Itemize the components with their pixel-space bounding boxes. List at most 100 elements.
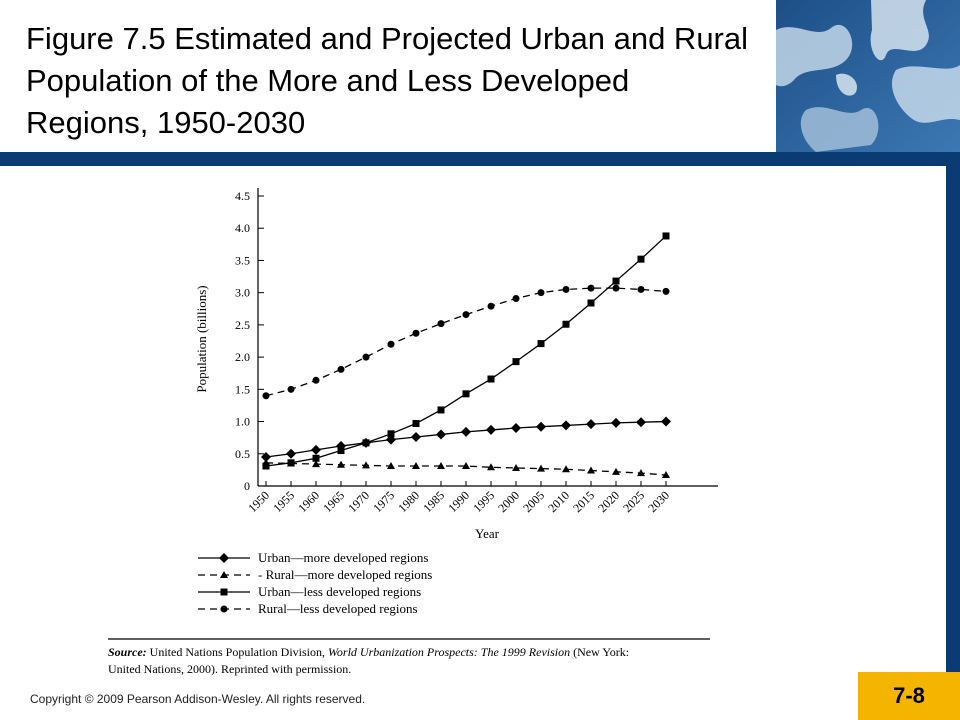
data-point (362, 353, 370, 361)
x-tick-label: 1995 (470, 488, 497, 515)
x-tick-label: 2010 (545, 488, 572, 515)
data-point (487, 463, 495, 471)
slide-number: 7-8 (858, 672, 960, 720)
x-tick-label: 1970 (345, 488, 372, 515)
data-point (261, 452, 271, 462)
data-point (487, 302, 495, 310)
data-point (437, 406, 445, 414)
series-1 (261, 416, 671, 462)
data-point (286, 448, 296, 459)
data-point (637, 469, 645, 477)
x-tick-label: 2020 (595, 488, 622, 515)
data-point (412, 419, 420, 427)
legend-label: Urban—less developed regions (258, 584, 421, 599)
data-point (287, 459, 295, 467)
series-4 (262, 284, 670, 400)
data-point (287, 385, 295, 393)
data-point (661, 416, 671, 427)
data-point (437, 320, 445, 328)
x-axis-label: Year (475, 526, 500, 541)
data-point (637, 285, 645, 293)
source-text-2: (New York: (570, 645, 629, 659)
x-tick-label: 2005 (520, 488, 547, 515)
y-tick-labels: 0 0.5 1.0 1.5 2.0 2.5 3.0 3.5 4.0 4.5 (235, 189, 264, 493)
legend-item-4: Rural—less developed regions (198, 601, 418, 616)
decorative-map-image (776, 0, 960, 152)
data-point (311, 444, 321, 455)
y-tick-label: 3.0 (235, 286, 250, 300)
series-line (265, 287, 667, 397)
data-point (612, 277, 620, 285)
x-tick-label: 2000 (495, 488, 522, 515)
legend-marker (220, 605, 228, 613)
data-point (586, 419, 596, 430)
data-point (462, 311, 470, 319)
data-point (436, 429, 446, 440)
data-point (562, 320, 570, 328)
source-line-2: United Nations, 2000). Reprinted with pe… (108, 662, 351, 676)
y-tick-label: 1.0 (235, 415, 250, 429)
y-tick-label: 4.5 (235, 189, 250, 203)
legend-label: Rural—less developed regions (258, 601, 418, 616)
data-point (312, 460, 320, 468)
x-tick-label: 1975 (370, 488, 397, 515)
data-point (537, 340, 545, 348)
data-point (462, 390, 470, 398)
data-point (262, 462, 270, 470)
data-point (562, 465, 570, 473)
source-text-1: United Nations Population Division, (147, 645, 328, 659)
data-point (411, 432, 421, 443)
chart-axes (257, 188, 718, 487)
y-tick-label: 3.5 (235, 253, 250, 267)
data-point (612, 467, 620, 475)
y-tick-label: 0.5 (235, 447, 250, 461)
data-point (662, 287, 670, 295)
data-point (312, 376, 320, 384)
data-point (562, 285, 570, 293)
legend-label: Urban—more developed regions (258, 550, 428, 565)
data-point (537, 289, 545, 297)
legend-item-2: - Rural—more developed regions (198, 567, 432, 582)
y-tick-label: 1.5 (235, 382, 250, 396)
x-tick-label: 1960 (295, 488, 322, 515)
data-point (511, 423, 521, 433)
source-italic-title: World Urbanization Prospects: The 1999 R… (328, 645, 570, 659)
data-point (337, 460, 345, 468)
data-point (362, 439, 370, 447)
chart-series (261, 232, 671, 479)
data-point (462, 462, 470, 470)
chart-legend: Urban—more developed regions - Rural—more… (198, 550, 432, 616)
legend-label: - Rural—more developed regions (258, 567, 432, 582)
right-border-strip (946, 152, 960, 672)
content-panel (0, 166, 946, 670)
data-point (487, 375, 495, 383)
data-point (262, 392, 270, 400)
x-tick-label: 1980 (395, 488, 422, 515)
legend-marker (220, 588, 228, 596)
data-point (611, 417, 621, 428)
data-point (636, 417, 646, 428)
y-axis-label: Population (billions) (194, 285, 209, 392)
data-point (312, 454, 320, 462)
y-tick-label: 2.5 (235, 318, 250, 332)
data-point (387, 340, 395, 348)
x-tick-label: 1965 (320, 488, 347, 515)
data-point (387, 462, 395, 470)
data-point (662, 471, 670, 479)
data-point (337, 365, 345, 373)
x-tick-label: 1985 (420, 488, 447, 515)
legend-marker (219, 553, 229, 563)
data-point (412, 462, 420, 470)
data-point (612, 284, 620, 292)
data-point (587, 466, 595, 474)
copyright-text: Copyright © 2009 Pearson Addison-Wesley.… (30, 692, 366, 706)
data-point (512, 463, 520, 471)
x-tick-label: 2030 (645, 488, 672, 515)
series-line (265, 462, 667, 476)
legend-marker (220, 571, 228, 578)
data-point (512, 358, 520, 366)
series-2 (262, 458, 670, 479)
data-point (587, 284, 595, 292)
data-point (561, 420, 571, 431)
